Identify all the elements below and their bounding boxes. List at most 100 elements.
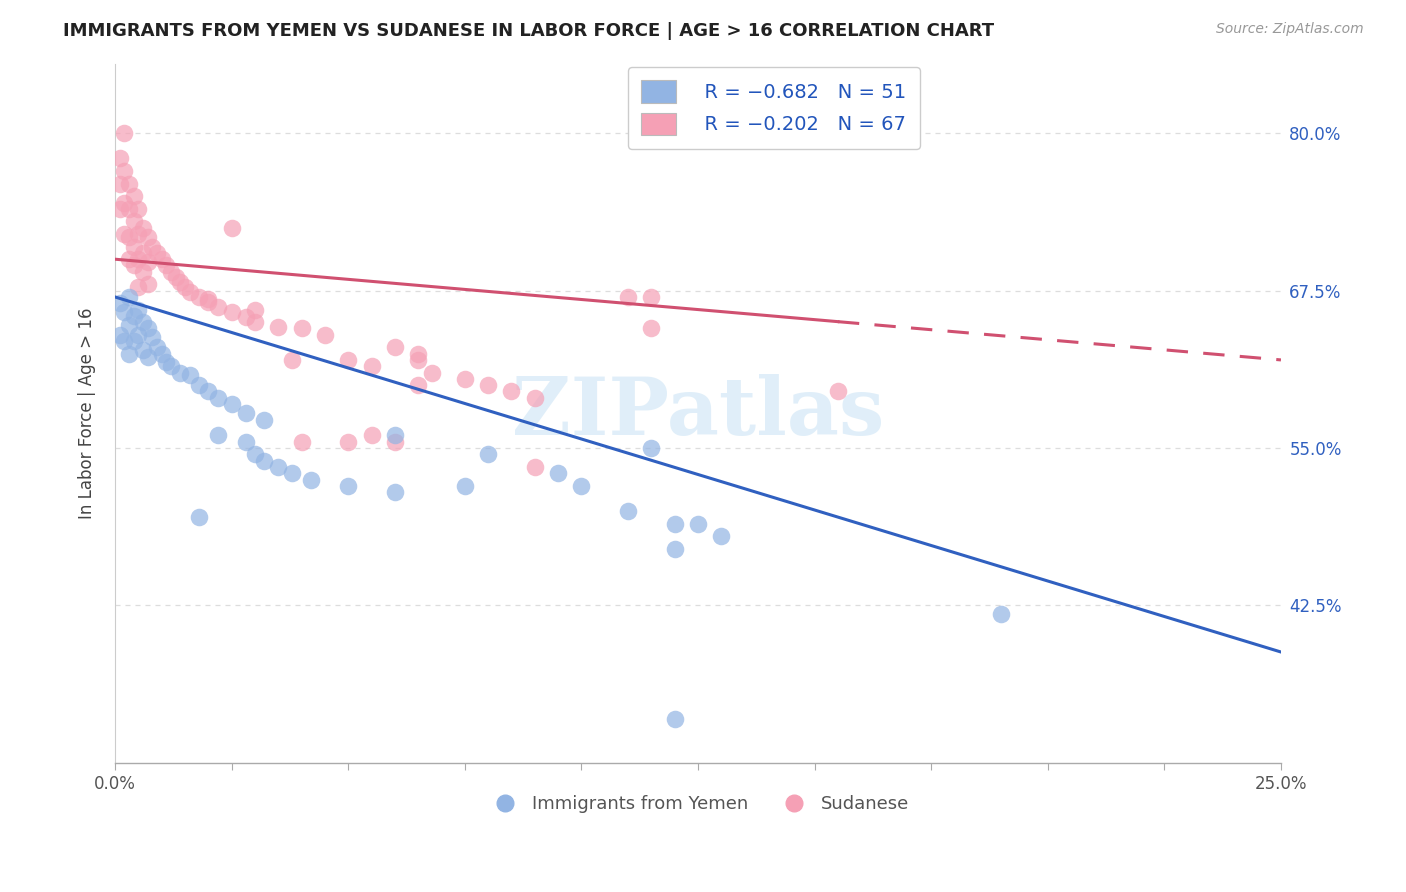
Point bbox=[406, 346, 429, 360]
Point bbox=[384, 485, 406, 500]
Point bbox=[197, 295, 219, 310]
Point bbox=[197, 384, 219, 399]
Point bbox=[337, 353, 360, 368]
Point bbox=[112, 126, 135, 140]
Point bbox=[640, 441, 662, 455]
Point bbox=[141, 239, 163, 253]
Point bbox=[136, 277, 159, 292]
Point bbox=[169, 366, 191, 380]
Point bbox=[523, 391, 546, 405]
Point bbox=[108, 296, 131, 310]
Point bbox=[664, 541, 686, 556]
Point bbox=[150, 252, 173, 267]
Point bbox=[118, 290, 141, 304]
Point bbox=[112, 305, 135, 319]
Point bbox=[112, 334, 135, 348]
Point bbox=[179, 368, 201, 382]
Point bbox=[174, 280, 197, 294]
Point bbox=[122, 309, 145, 323]
Point bbox=[360, 428, 382, 442]
Point bbox=[221, 220, 243, 235]
Point bbox=[406, 353, 429, 368]
Point bbox=[141, 330, 163, 344]
Y-axis label: In Labor Force | Age > 16: In Labor Force | Age > 16 bbox=[79, 308, 96, 519]
Point bbox=[337, 479, 360, 493]
Point bbox=[990, 607, 1012, 622]
Point bbox=[235, 310, 257, 325]
Point bbox=[132, 315, 155, 329]
Point bbox=[118, 202, 141, 216]
Point bbox=[235, 406, 257, 420]
Point bbox=[454, 479, 477, 493]
Point bbox=[547, 467, 569, 481]
Point bbox=[118, 177, 141, 191]
Point bbox=[281, 353, 304, 368]
Point bbox=[501, 384, 523, 399]
Point bbox=[132, 265, 155, 279]
Point bbox=[136, 229, 159, 244]
Point bbox=[617, 504, 640, 518]
Point bbox=[207, 428, 229, 442]
Point bbox=[290, 321, 312, 335]
Legend: Immigrants from Yemen, Sudanese: Immigrants from Yemen, Sudanese bbox=[479, 788, 917, 820]
Point bbox=[127, 252, 149, 267]
Point bbox=[477, 447, 499, 461]
Point bbox=[360, 359, 382, 374]
Point bbox=[136, 321, 159, 335]
Point bbox=[122, 259, 145, 273]
Point bbox=[122, 239, 145, 253]
Point bbox=[197, 293, 219, 307]
Point bbox=[118, 229, 141, 244]
Point bbox=[243, 302, 266, 317]
Point bbox=[112, 164, 135, 178]
Point bbox=[337, 434, 360, 449]
Point bbox=[384, 340, 406, 354]
Point bbox=[108, 202, 131, 216]
Point bbox=[523, 459, 546, 474]
Point bbox=[267, 459, 290, 474]
Point bbox=[122, 214, 145, 228]
Point bbox=[146, 246, 169, 260]
Text: IMMIGRANTS FROM YEMEN VS SUDANESE IN LABOR FORCE | AGE > 16 CORRELATION CHART: IMMIGRANTS FROM YEMEN VS SUDANESE IN LAB… bbox=[63, 22, 994, 40]
Point bbox=[406, 378, 429, 392]
Point bbox=[290, 434, 312, 449]
Point bbox=[477, 378, 499, 392]
Point bbox=[160, 359, 183, 374]
Point bbox=[281, 467, 304, 481]
Point bbox=[118, 252, 141, 267]
Point bbox=[710, 529, 733, 543]
Point bbox=[122, 334, 145, 348]
Point bbox=[207, 300, 229, 314]
Point bbox=[132, 343, 155, 357]
Point bbox=[108, 152, 131, 166]
Point bbox=[207, 391, 229, 405]
Point bbox=[571, 479, 593, 493]
Point bbox=[188, 378, 211, 392]
Point bbox=[132, 246, 155, 260]
Point bbox=[640, 290, 662, 304]
Point bbox=[640, 321, 662, 335]
Point bbox=[188, 510, 211, 524]
Text: ZIPatlas: ZIPatlas bbox=[512, 375, 884, 452]
Point bbox=[179, 285, 201, 299]
Point bbox=[253, 413, 276, 427]
Point bbox=[221, 305, 243, 319]
Text: Source: ZipAtlas.com: Source: ZipAtlas.com bbox=[1216, 22, 1364, 37]
Point bbox=[127, 227, 149, 241]
Point bbox=[267, 320, 290, 334]
Point bbox=[384, 428, 406, 442]
Point bbox=[243, 315, 266, 329]
Point bbox=[127, 327, 149, 342]
Point bbox=[150, 346, 173, 360]
Point bbox=[108, 327, 131, 342]
Point bbox=[112, 227, 135, 241]
Point bbox=[243, 447, 266, 461]
Point bbox=[132, 220, 155, 235]
Point bbox=[122, 189, 145, 203]
Point bbox=[136, 254, 159, 268]
Point bbox=[617, 290, 640, 304]
Point bbox=[155, 259, 177, 273]
Point bbox=[118, 346, 141, 360]
Point bbox=[127, 202, 149, 216]
Point bbox=[188, 290, 211, 304]
